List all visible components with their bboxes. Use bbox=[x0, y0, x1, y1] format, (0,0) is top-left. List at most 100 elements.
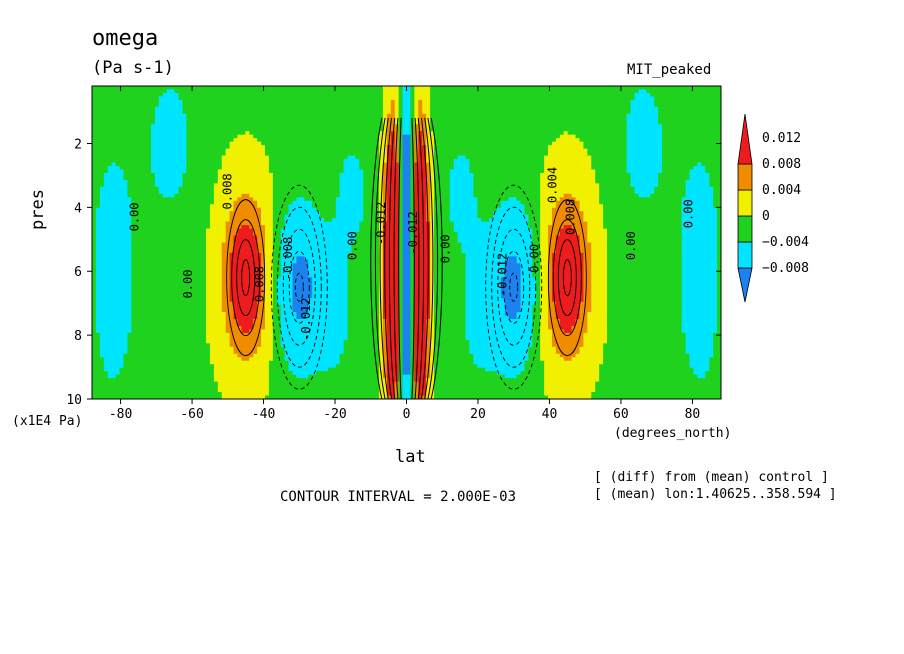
contour-cell bbox=[674, 152, 679, 156]
contour-cell bbox=[175, 190, 180, 194]
contour-cell bbox=[135, 173, 140, 177]
contour-cell bbox=[595, 173, 600, 177]
contour-cell bbox=[642, 128, 647, 132]
contour-cell bbox=[253, 169, 258, 173]
contour-cell bbox=[638, 156, 643, 160]
contour-cell bbox=[509, 142, 514, 146]
contour-cell bbox=[289, 89, 294, 93]
contour-cell bbox=[289, 100, 294, 104]
contour-cell bbox=[497, 96, 502, 100]
contour-cell bbox=[194, 156, 199, 160]
contour-cell bbox=[355, 180, 360, 184]
contour-cell bbox=[245, 100, 250, 104]
contour-cell bbox=[355, 124, 360, 128]
contour-cell bbox=[363, 100, 368, 104]
contour-cell bbox=[218, 93, 223, 97]
contour-cell bbox=[642, 89, 647, 93]
contour-cell bbox=[320, 190, 325, 194]
contour-cell bbox=[678, 100, 683, 104]
contour-cell bbox=[175, 183, 180, 187]
contour-cell bbox=[532, 166, 537, 170]
contour-cell bbox=[528, 89, 533, 93]
contour-cell bbox=[532, 103, 537, 107]
contour-cell bbox=[320, 156, 325, 160]
contour-cell bbox=[312, 149, 317, 153]
contour-cell bbox=[623, 103, 628, 107]
contour-cell bbox=[481, 166, 486, 170]
contour-cell bbox=[116, 107, 121, 111]
contour-cell bbox=[289, 156, 294, 160]
contour-cell bbox=[481, 183, 486, 187]
contour-cell bbox=[226, 121, 231, 125]
contour-cell bbox=[552, 149, 557, 153]
contour-cell bbox=[536, 166, 541, 170]
contour-cell bbox=[509, 121, 514, 125]
contour-cell bbox=[635, 173, 640, 177]
contour-cell bbox=[178, 187, 183, 191]
contour-cell bbox=[513, 89, 518, 93]
contour-cell bbox=[340, 114, 345, 118]
contour-cell bbox=[434, 187, 439, 191]
contour-cell bbox=[450, 145, 455, 149]
contour-cell bbox=[359, 169, 364, 173]
contour-cell bbox=[635, 180, 640, 184]
contour-cell bbox=[336, 176, 341, 180]
contour-cell bbox=[560, 103, 565, 107]
contour-cell bbox=[281, 135, 286, 139]
contour-cell bbox=[135, 138, 140, 142]
contour-cell bbox=[693, 166, 698, 170]
contour-cell bbox=[619, 124, 624, 128]
contour-cell bbox=[513, 103, 518, 107]
contour-cell bbox=[568, 107, 573, 111]
contour-cell bbox=[395, 107, 400, 111]
contour-cell bbox=[308, 180, 313, 184]
contour-cell bbox=[438, 149, 443, 153]
contour-cell bbox=[123, 89, 128, 93]
contour-cell bbox=[674, 173, 679, 177]
contour-cell bbox=[674, 117, 679, 121]
contour-cell bbox=[328, 103, 333, 107]
contour-cell bbox=[627, 135, 632, 139]
contour-cell bbox=[497, 107, 502, 111]
contour-cell bbox=[576, 114, 581, 118]
contour-cell bbox=[564, 180, 569, 184]
contour-cell bbox=[292, 124, 297, 128]
contour-cell bbox=[627, 107, 632, 111]
contour-cell bbox=[96, 131, 101, 135]
contour-cell bbox=[489, 100, 494, 104]
contour-cell bbox=[120, 124, 125, 128]
contour-cell bbox=[540, 166, 545, 170]
contour-cell bbox=[324, 156, 329, 160]
contour-cell bbox=[320, 121, 325, 125]
contour-cell bbox=[658, 166, 663, 170]
contour-cell bbox=[186, 145, 191, 149]
contour-cell bbox=[316, 93, 321, 97]
contour-cell bbox=[670, 166, 675, 170]
contour-cell bbox=[249, 107, 254, 111]
contour-cell bbox=[446, 100, 451, 104]
contour-cell bbox=[599, 121, 604, 125]
contour-cell bbox=[245, 163, 250, 167]
contour-cell bbox=[363, 128, 368, 132]
contour-cell bbox=[214, 86, 219, 90]
contour-cell bbox=[619, 176, 624, 180]
contour-cell bbox=[175, 96, 180, 100]
contour-cell bbox=[108, 86, 113, 90]
contour-cell bbox=[693, 86, 698, 90]
contour-cell bbox=[237, 166, 242, 170]
contour-cell bbox=[493, 110, 498, 114]
contour-cell bbox=[579, 183, 584, 187]
contour-cell bbox=[277, 152, 282, 156]
contour-cell bbox=[662, 96, 667, 100]
contour-cell bbox=[485, 173, 490, 177]
contour-cell bbox=[560, 163, 565, 167]
contour-cell bbox=[414, 86, 419, 90]
contour-cell bbox=[678, 86, 683, 90]
contour-cell bbox=[367, 145, 372, 149]
contour-cell bbox=[603, 93, 608, 97]
contour-cell bbox=[198, 176, 203, 180]
contour-cell bbox=[367, 156, 372, 160]
contour-cell bbox=[147, 103, 152, 107]
contour-cell bbox=[693, 96, 698, 100]
contour-cell bbox=[151, 163, 156, 167]
